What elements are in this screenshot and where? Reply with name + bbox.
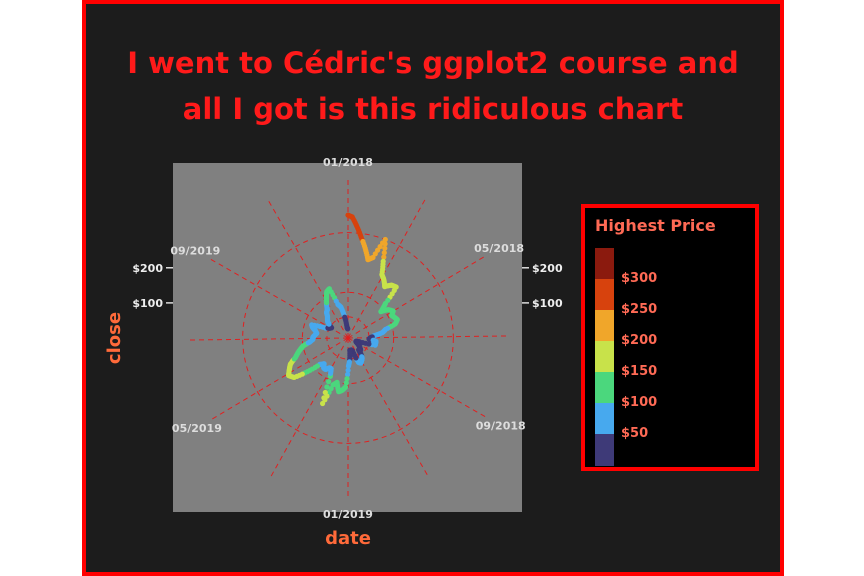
data-point bbox=[370, 254, 376, 261]
chart-title-line-1: I went to Cédric's ggplot2 course and bbox=[127, 46, 739, 80]
legend-color-bar bbox=[595, 248, 614, 466]
radial-tick-label-right: $100 bbox=[532, 297, 563, 310]
radial-tick-labels: $100 $100 $200 $200 bbox=[132, 262, 563, 310]
legend-color-swatch bbox=[595, 372, 614, 404]
legend-color-swatch bbox=[595, 341, 614, 373]
data-point bbox=[345, 363, 352, 369]
angle-tick-label: 09/2019 bbox=[170, 244, 220, 257]
legend-title: Highest Price bbox=[595, 216, 716, 235]
data-point bbox=[344, 376, 350, 382]
grid-circle bbox=[301, 291, 395, 385]
grid-circle bbox=[242, 232, 454, 444]
angle-tick-label: 01/2018 bbox=[323, 156, 373, 169]
data-point bbox=[322, 389, 328, 396]
legend-label: $300 bbox=[621, 271, 658, 286]
data-point bbox=[382, 241, 388, 247]
legend-label: $150 bbox=[621, 364, 658, 379]
radial-tick-label-right: $200 bbox=[532, 262, 563, 275]
legend-color-swatch bbox=[595, 248, 614, 280]
angle-tick-label: 09/2018 bbox=[476, 420, 526, 433]
radial-tick-label-left: $200 bbox=[132, 262, 163, 275]
radial-tick-label-left: $100 bbox=[132, 297, 163, 310]
data-point bbox=[382, 245, 388, 251]
data-point bbox=[326, 379, 332, 385]
data-point bbox=[343, 380, 349, 386]
data-point bbox=[345, 326, 351, 332]
legend-label: $200 bbox=[621, 333, 658, 348]
legend-label: $100 bbox=[621, 395, 658, 410]
legend-color-swatch bbox=[595, 310, 614, 342]
angle-tick-label: 01/2019 bbox=[323, 508, 373, 521]
x-axis-label: date bbox=[325, 528, 371, 549]
angle-tick-labels: 01/2018 05/2018 09/2018 01/2019 05/2019 09/20… bbox=[170, 156, 525, 521]
data-points bbox=[286, 212, 400, 407]
legend-color-swatch bbox=[595, 403, 614, 435]
data-point bbox=[381, 250, 387, 256]
legend-label: $50 bbox=[621, 426, 649, 441]
data-point bbox=[345, 371, 351, 378]
data-point bbox=[382, 236, 388, 243]
data-point bbox=[381, 254, 387, 260]
data-point bbox=[321, 395, 327, 401]
data-point bbox=[320, 400, 326, 407]
y-axis-label: close bbox=[104, 312, 125, 364]
data-point bbox=[324, 384, 330, 390]
chart-title: I went to Cédric's ggplot2 course and al… bbox=[82, 40, 784, 132]
legend-color-swatch bbox=[595, 434, 614, 466]
data-point bbox=[345, 367, 351, 373]
legend-label: $250 bbox=[621, 302, 658, 317]
chart-title-line-2: all I got is this ridiculous chart bbox=[182, 92, 684, 126]
legend: Highest Price $300 $250 $200 $150 $100 $50 bbox=[581, 204, 759, 471]
legend-color-swatch bbox=[595, 279, 614, 311]
angle-tick-label: 05/2018 bbox=[474, 242, 524, 255]
angle-tick-label: 05/2019 bbox=[172, 422, 222, 435]
